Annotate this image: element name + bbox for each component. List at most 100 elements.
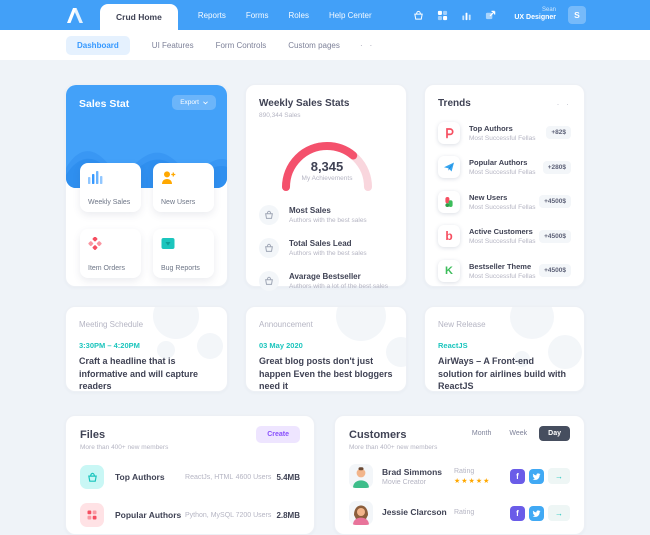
new-release-card[interactable]: New Release ReactJS AirWays – A Front-en…	[424, 306, 585, 392]
basket-icon	[259, 271, 279, 291]
create-button[interactable]: Create	[256, 426, 300, 443]
weekly-sales-stats-card: Weekly Sales Stats 890,344 Sales 8,345 M…	[245, 84, 407, 291]
trend-value-badge: +4500$	[539, 195, 571, 208]
list-item-desc: Authors with the best sales	[289, 217, 367, 224]
duo-shape-icon	[438, 190, 460, 213]
filter-month[interactable]: Month	[471, 430, 492, 437]
info-card-title: Announcement	[259, 320, 313, 329]
avatar[interactable]: S	[568, 6, 586, 24]
file-size: 2.8MB	[276, 510, 300, 520]
sales-stat-card: Sales Stat Export Weekly Sales New Users	[65, 84, 228, 287]
subnav-item-ui-features[interactable]: UI Features	[151, 40, 194, 50]
filter-day[interactable]: Day	[539, 426, 570, 441]
weekly-stats-subtitle: 890,344 Sales	[259, 112, 301, 119]
chevron-down-icon	[203, 100, 208, 104]
trend-value-badge: +4500$	[539, 229, 571, 243]
list-item-title: Total Sales Lead	[289, 239, 352, 248]
more-dots[interactable]: · ·	[556, 98, 571, 109]
inbox-down-icon	[161, 238, 175, 249]
trend-item[interactable]: Popular Authors Most Successful Fellas +…	[425, 156, 584, 178]
info-card-title: Meeting Schedule	[79, 320, 144, 329]
trend-title: Popular Authors	[469, 158, 528, 167]
customer-row[interactable]: Jessie Clarcson Rating f →	[349, 501, 570, 525]
basket-icon	[80, 465, 104, 489]
tile-item-orders[interactable]: Item Orders	[80, 229, 141, 278]
p-logo-icon	[438, 121, 460, 144]
filter-week[interactable]: Week	[509, 430, 528, 437]
paper-plane-icon	[438, 156, 460, 178]
bar-chart-icon[interactable]	[460, 9, 472, 21]
list-item[interactable]: Total Sales Lead Authors with the best s…	[259, 238, 393, 258]
trend-title: New Users	[469, 192, 508, 202]
achievement-gauge: 8,345 My Achievements	[259, 133, 395, 197]
user-name: Sean	[541, 6, 556, 13]
trend-item[interactable]: b Active Customers Most Successful Fella…	[425, 225, 584, 247]
twitter-icon[interactable]	[529, 468, 544, 484]
nav-item-forms[interactable]: Forms	[245, 10, 269, 20]
trend-item[interactable]: New Users Most Successful Fellas +4500$	[425, 190, 584, 213]
list-item-text: Avarage Bestseller Authors with a lot of…	[289, 272, 388, 290]
trend-item[interactable]: Top Authors Most Successful Fellas +82$	[425, 121, 584, 144]
info-card-accent: ReactJS	[438, 341, 468, 350]
trend-item-text: Bestseller Theme Most Successful Fellas	[469, 262, 535, 280]
file-row[interactable]: Popular Authors Python, MySQL 7200 Users…	[80, 503, 300, 527]
nav-tab-crud-home[interactable]: Crud Home	[100, 4, 178, 30]
file-row[interactable]: Top Authors ReactJs, HTML 4600 Users 5.4…	[80, 465, 300, 489]
tile-label: New Users	[161, 199, 196, 206]
facebook-icon[interactable]: f	[510, 505, 525, 521]
trend-value-badge: +82$	[546, 126, 571, 139]
file-name: Popular Authors	[115, 510, 182, 520]
decor-circle	[157, 341, 175, 359]
gauge-label: My Achievements	[301, 175, 353, 182]
subnav-item-custom-pages[interactable]: Custom pages	[288, 40, 340, 50]
customer-row[interactable]: Brad Simmons Movie Creator Rating ★★★★★ …	[349, 464, 570, 488]
nav-item-reports[interactable]: Reports	[197, 10, 226, 20]
subnav-more-dots[interactable]: · ·	[359, 40, 375, 50]
trend-item-text: New Users Most Successful Fellas	[469, 193, 535, 211]
trend-value-badge: +4500$	[539, 264, 571, 277]
export-button[interactable]: Export	[172, 95, 216, 110]
basket-icon[interactable]	[412, 9, 424, 21]
subnav-item-form-controls[interactable]: Form Controls	[215, 40, 267, 50]
grid-icon	[80, 503, 104, 527]
diamonds-icon	[88, 237, 102, 250]
chat-icon[interactable]	[484, 9, 496, 21]
meeting-schedule-card[interactable]: Meeting Schedule 3:30PM – 4:20PM Craft a…	[65, 306, 228, 392]
rating-label: Rating	[454, 508, 475, 516]
sales-tiles: Weekly Sales New Users Item Orders Bug R…	[80, 163, 214, 278]
apps-grid-icon[interactable]	[436, 9, 448, 21]
nav-tab-label: Crud Home	[116, 12, 162, 22]
sub-navbar: Dashboard UI Features Form Controls Cust…	[0, 30, 650, 60]
list-item[interactable]: Avarage Bestseller Authors with a lot of…	[259, 271, 393, 291]
gauge-arc-value	[282, 142, 372, 191]
arrow-right-button[interactable]: →	[548, 505, 570, 521]
tile-new-users[interactable]: New Users	[153, 163, 214, 212]
facebook-icon[interactable]: f	[510, 468, 525, 484]
list-item-title: Most Sales	[289, 206, 331, 215]
files-subtitle: More than 400+ new members	[80, 444, 169, 451]
info-card-accent: 3:30PM – 4:20PM	[79, 341, 140, 350]
tile-bug-reports[interactable]: Bug Reports	[153, 229, 214, 278]
announcement-card[interactable]: Announcement 03 May 2020 Great blog post…	[245, 306, 407, 392]
trend-item[interactable]: K Bestseller Theme Most Successful Fella…	[425, 259, 584, 282]
info-card-headline: Craft a headline that is informative and…	[79, 356, 199, 392]
subnav-item-dashboard[interactable]: Dashboard	[66, 35, 130, 55]
tile-weekly-sales[interactable]: Weekly Sales	[80, 163, 141, 212]
nav-item-help-center[interactable]: Help Center	[328, 10, 372, 20]
trend-item-text: Popular Authors Most Successful Fellas	[469, 158, 535, 176]
weekly-stats-list: Most Sales Authors with the best sales T…	[259, 205, 393, 304]
twitter-icon[interactable]	[529, 505, 544, 521]
files-card: Files More than 400+ new members Create …	[65, 415, 315, 535]
info-card-headline: AirWays – A Front-end solution for airli…	[438, 356, 566, 392]
decor-circle	[197, 333, 223, 359]
nav-item-roles[interactable]: Roles	[288, 10, 309, 20]
arrow-right-button[interactable]: →	[548, 468, 570, 484]
trend-item-text: Top Authors Most Successful Fellas	[469, 124, 535, 142]
customer-identity: Jessie Clarcson	[382, 507, 454, 519]
list-item-title: Avarage Bestseller	[289, 272, 361, 281]
list-item[interactable]: Most Sales Authors with the best sales	[259, 205, 393, 225]
decor-circle	[386, 337, 406, 367]
trend-title: Active Customers	[469, 227, 533, 236]
info-card-headline: Great blog posts don't just happen Even …	[259, 356, 393, 392]
trend-desc: Most Successful Fellas	[469, 272, 536, 280]
